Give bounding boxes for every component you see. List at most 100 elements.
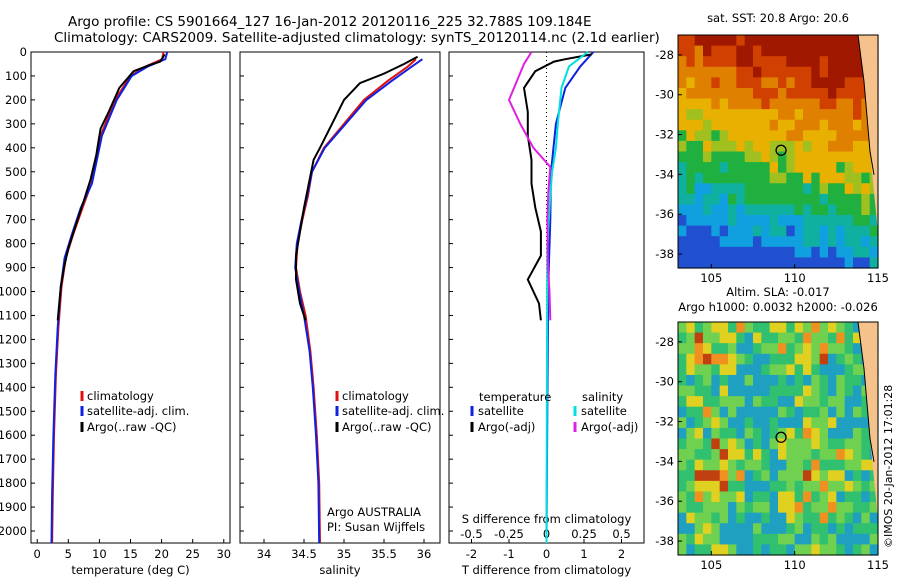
map-cell xyxy=(769,470,779,482)
coastline xyxy=(857,321,875,462)
map-cell xyxy=(861,523,871,535)
map-cell xyxy=(686,459,696,471)
map-cell xyxy=(678,523,687,535)
map-cell xyxy=(753,417,762,429)
map-cell xyxy=(828,374,837,387)
map-cell xyxy=(778,438,787,450)
map-cell xyxy=(778,491,787,503)
map-cell xyxy=(853,438,862,450)
map-cell xyxy=(761,459,771,471)
map-cell xyxy=(703,502,712,514)
map-cell xyxy=(861,438,871,450)
y-tick-label: 1400 xyxy=(0,380,27,394)
profile-panel-2: 34 34.5 35 35.5 36 salinity climatologysatelli… xyxy=(239,51,444,577)
map-cell xyxy=(819,109,829,121)
map-cell xyxy=(753,449,762,461)
map-cell xyxy=(761,45,771,57)
map-cell xyxy=(836,374,846,387)
map-cell xyxy=(769,385,779,397)
map-cell xyxy=(844,480,854,493)
map-cell xyxy=(853,140,862,153)
map-cell xyxy=(753,162,762,174)
series-line-3 xyxy=(295,55,419,321)
map-cell xyxy=(803,87,812,100)
map-cell xyxy=(761,109,771,121)
map-cell xyxy=(828,502,837,514)
map-cell xyxy=(686,364,696,376)
map-cell xyxy=(678,66,687,78)
map-cell xyxy=(786,353,796,365)
map-cell xyxy=(753,172,762,184)
map-cell xyxy=(844,98,854,110)
map-cell xyxy=(794,172,804,184)
map-cell xyxy=(761,98,771,110)
map-cell xyxy=(803,502,812,514)
series-line-4 xyxy=(507,51,552,321)
map-cell xyxy=(819,480,829,493)
map-cell xyxy=(778,225,787,237)
map-cell xyxy=(719,459,729,471)
annotation-line: Argo AUSTRALIA xyxy=(327,505,421,519)
map-cell xyxy=(786,45,796,57)
map-cell xyxy=(844,353,854,365)
map-cell xyxy=(686,140,696,153)
map-cell xyxy=(828,417,837,429)
map-cell xyxy=(761,130,771,142)
x-tick-label: 34 xyxy=(257,547,272,561)
map-cell xyxy=(694,236,704,248)
map-cell xyxy=(778,427,787,440)
map-cell xyxy=(769,98,779,110)
map-cell xyxy=(778,130,787,142)
map-cell xyxy=(711,512,721,524)
map-cell xyxy=(811,56,821,68)
map-cell xyxy=(786,459,796,471)
argo-position-marker xyxy=(775,431,787,443)
map-cell xyxy=(853,162,862,174)
map-cell xyxy=(828,215,837,227)
map-cell xyxy=(711,438,721,450)
map-cell xyxy=(786,215,796,227)
map-cell xyxy=(836,183,846,195)
map-cell xyxy=(861,470,871,482)
map-cell xyxy=(736,533,746,546)
map-cell xyxy=(728,183,737,195)
map-cell xyxy=(711,77,721,89)
map-cell xyxy=(844,523,854,535)
map-cell xyxy=(711,172,721,184)
map-cell xyxy=(811,66,821,78)
map-cell xyxy=(686,374,696,387)
map-cell xyxy=(811,98,821,110)
map-cell xyxy=(761,374,771,387)
map-cell xyxy=(703,459,712,471)
map-cell xyxy=(853,544,862,556)
map-cell xyxy=(811,502,821,514)
map-cell xyxy=(761,427,771,440)
map-cell xyxy=(711,417,721,429)
map-cell xyxy=(744,45,754,57)
map-cell xyxy=(786,140,796,153)
map-cell xyxy=(761,204,771,216)
map-cell xyxy=(853,119,862,131)
map-cell xyxy=(769,236,779,248)
map-cell xyxy=(836,459,846,471)
map-cell xyxy=(844,215,854,227)
map-cell xyxy=(844,406,854,418)
map-cell xyxy=(853,236,862,248)
map-cell xyxy=(719,385,729,397)
map-cell xyxy=(769,406,779,418)
map-cell xyxy=(853,98,862,110)
map-cell xyxy=(744,119,754,131)
map-cell xyxy=(819,438,829,450)
map-cell xyxy=(819,236,829,248)
map-cell xyxy=(753,77,762,89)
map-cell xyxy=(778,459,787,471)
map-cell xyxy=(803,427,812,440)
map-cell xyxy=(844,119,854,131)
map-cell xyxy=(803,183,812,195)
map-cell xyxy=(794,119,804,131)
map-cell xyxy=(811,322,821,334)
map-cell xyxy=(744,523,754,535)
map-cell xyxy=(819,322,829,334)
map-cell xyxy=(786,193,796,206)
map-cell xyxy=(853,66,862,78)
